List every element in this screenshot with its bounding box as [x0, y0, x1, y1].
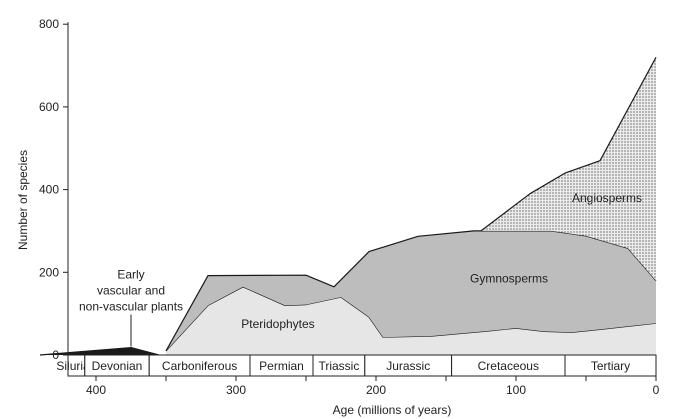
x-tick-label: 300 [226, 383, 246, 397]
label-line: Angiosperms [572, 191, 642, 205]
x-tick-label: 200 [366, 383, 386, 397]
y-tick-label: 800 [39, 17, 59, 31]
group-labels: Early vascular and non-vascular plants Pter… [79, 191, 642, 347]
period-label-tertiary: Tertiary [591, 359, 630, 373]
period-label-devonian: Devonian [92, 359, 143, 373]
area-pteridophytes [166, 286, 656, 355]
area-edge-angiosperms [480, 57, 657, 232]
plot-areas [39, 57, 657, 356]
label-pteridophytes: Pteridophytes [241, 317, 314, 331]
area-gymnosperms [166, 230, 656, 351]
area-edge-gymnosperms [165, 230, 657, 352]
area-edge-early-vascular-and-non-vascular-plants [39, 347, 160, 356]
period-label-carboniferous: Carboniferous [162, 359, 237, 373]
y-tick-label: 600 [39, 100, 59, 114]
period-label-permian: Permian [259, 359, 304, 373]
label-angiosperms: Angiosperms [572, 191, 642, 205]
x-axis-title: Age (millions of years) [333, 403, 452, 417]
period-label-cretaceous: Cretaceous [478, 359, 539, 373]
label-line: non-vascular plants [79, 300, 183, 314]
x-tick-label: 0 [653, 383, 660, 397]
period-cell-tertiary [564, 354, 657, 377]
y-tick-label: 400 [39, 183, 59, 197]
x-tick-label: 100 [506, 383, 526, 397]
label-gymnosperms: Gymnosperms [470, 272, 548, 286]
x-tick-label: 400 [86, 383, 106, 397]
y-tick-label: 200 [39, 265, 59, 279]
label-line: vascular and [97, 284, 165, 298]
y-tick-label: 0 [52, 348, 59, 362]
period-label-jurassic: Jurassic [386, 359, 430, 373]
label-line: Pteridophytes [241, 317, 314, 331]
y-axis-title: Number of species [16, 150, 30, 250]
label-line: Early [117, 268, 144, 282]
label-early-vascular-and-non-vascular-plants: Early vascular and non-vascular plants [79, 268, 183, 314]
period-label-triassic: Triassic [318, 359, 359, 373]
label-line: Gymnosperms [470, 272, 548, 286]
area-angiosperms [481, 57, 656, 281]
